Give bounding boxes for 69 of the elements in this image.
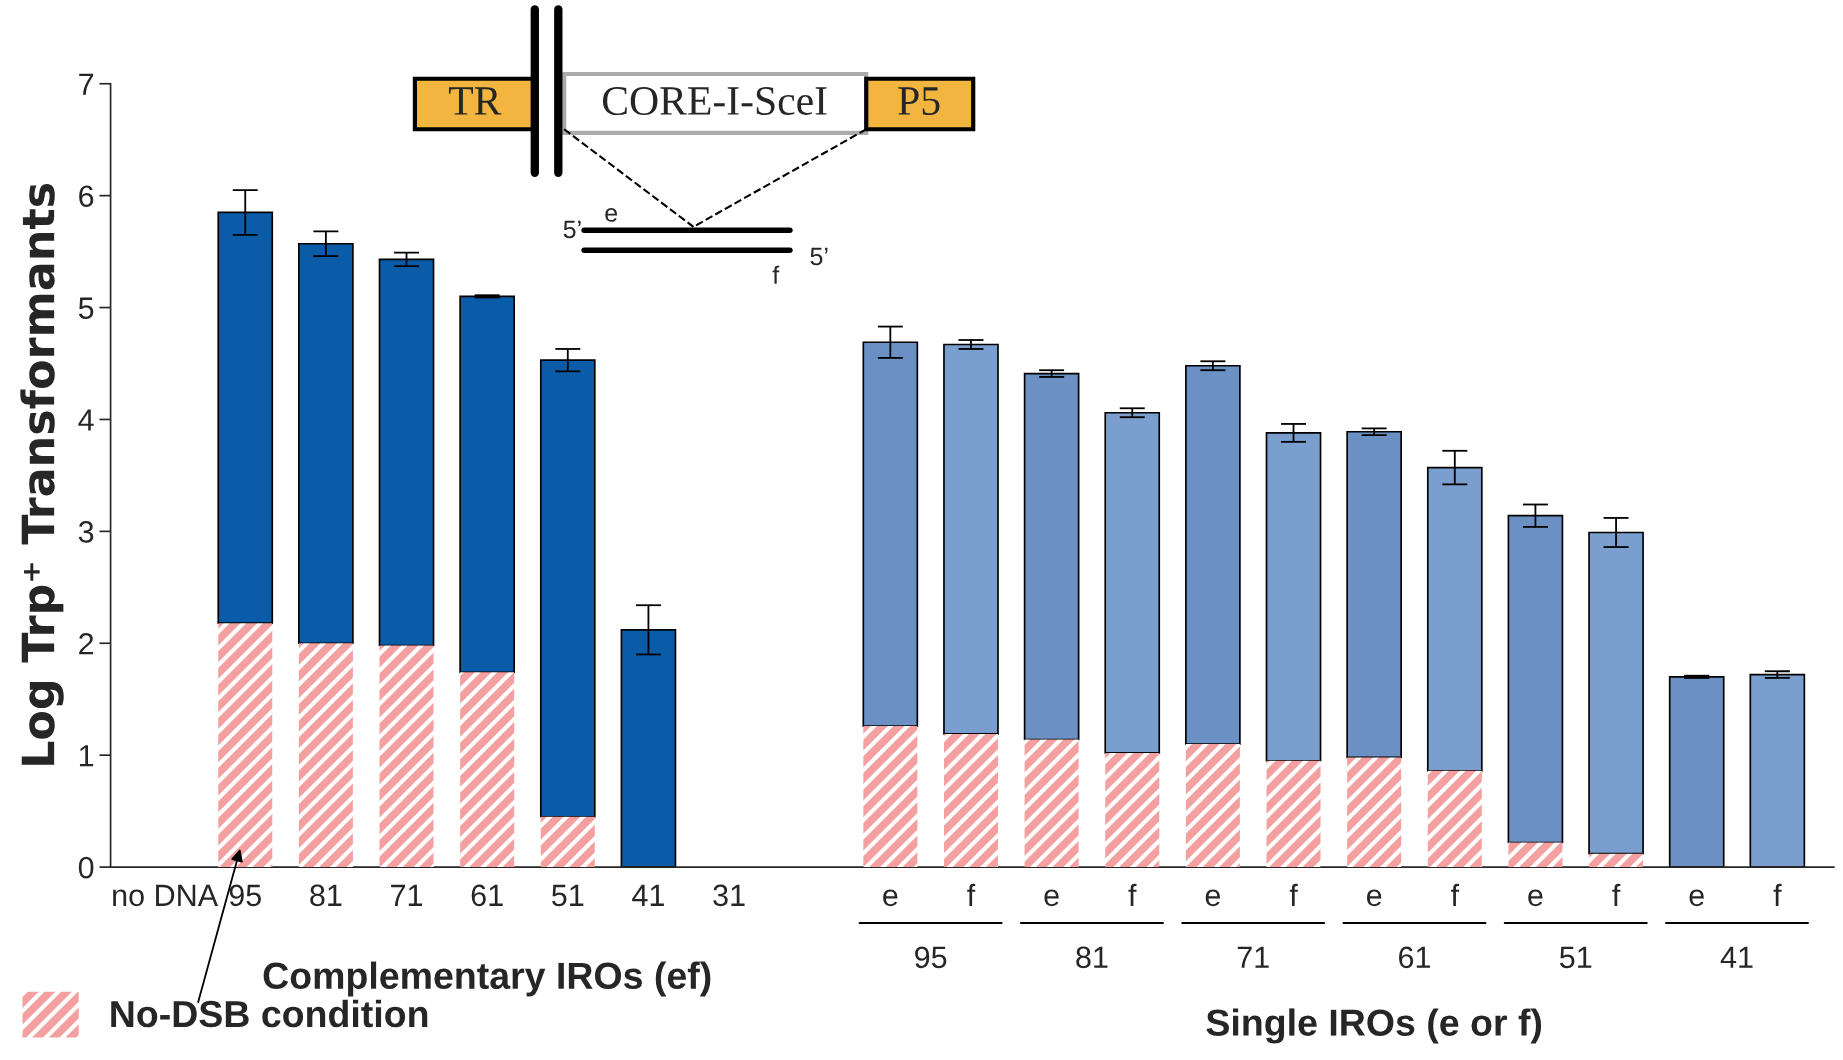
bar [1023,372,1080,741]
x-tick-label: 61 [471,884,503,907]
x-tick-label: f [1289,883,1298,906]
bar [1668,676,1725,868]
legend-label: No-DSB condition [111,999,428,1028]
annotation: 5’ [810,247,828,266]
bar [460,672,515,868]
annotation: e [605,208,618,222]
text: 95 [915,946,947,969]
y-tick-label: 3 [78,521,94,543]
y-tick-label: 7 [79,73,94,95]
text: Single IROs (e or f) [1206,1008,1542,1044]
y-tick-label: 0 [78,856,94,879]
text: 81 [1076,946,1108,969]
x-tick-label: 81 [310,884,342,907]
y-tick-label: 4 [78,409,94,431]
text: 71 [1237,946,1269,968]
annotation: TR [448,87,502,115]
bar [1589,853,1644,868]
y-axis-title: Log Trp⁺ Transformants [20,183,64,765]
bar [943,733,998,868]
x-tick-label: 71 [391,884,423,906]
bar [379,645,434,868]
x-tick-label: e [1689,889,1704,907]
y-tick-label: 6 [79,185,94,208]
annotation: CORE-I-SceI [602,87,827,116]
bar [218,623,273,868]
x-tick-label: f [1773,883,1782,906]
y-tick-label: 2 [79,633,94,655]
bar [298,643,353,868]
bar [1185,743,1240,868]
bar [1104,411,1161,754]
x-tick-label: e [1044,889,1059,907]
x-tick-label: 95 [229,884,261,907]
y-tick-label: 1 [79,745,94,767]
x-tick-label: e [1205,889,1221,907]
bar [863,726,918,868]
x-tick-label: f [1612,883,1621,906]
bar [1105,752,1160,868]
annotation: f [772,265,780,284]
x-tick-label: e [1528,889,1543,907]
text: 41 [1720,946,1753,968]
bar [1185,364,1241,745]
x-tick-label: 51 [552,884,584,907]
bar [1346,430,1403,759]
x-tick-label: e [1366,889,1382,907]
x-tick-label: f [1128,883,1137,906]
x-tick-label: f [1450,883,1460,906]
bar [1749,673,1806,868]
bar [1347,757,1402,868]
x-tick-label: 31 [713,884,745,907]
annotation: P5 [898,87,940,116]
y-tick-label: 5 [78,297,94,319]
bar [1427,770,1482,868]
bar [943,343,999,735]
x-tick-label: no DNA [113,884,219,907]
bar [1508,842,1563,868]
x-tick-label: 41 [632,884,664,906]
bar [459,295,516,674]
text: 51 [1559,946,1592,969]
x-tick-label: e [883,889,898,907]
text: 61 [1399,946,1430,969]
bar [378,258,435,647]
annotation: 5’ [563,220,581,239]
text: Complementary IROs (ef) [263,961,711,997]
x-tick-label: f [967,883,976,906]
bar [1266,760,1321,868]
bar [1024,739,1079,868]
bar [540,816,595,868]
